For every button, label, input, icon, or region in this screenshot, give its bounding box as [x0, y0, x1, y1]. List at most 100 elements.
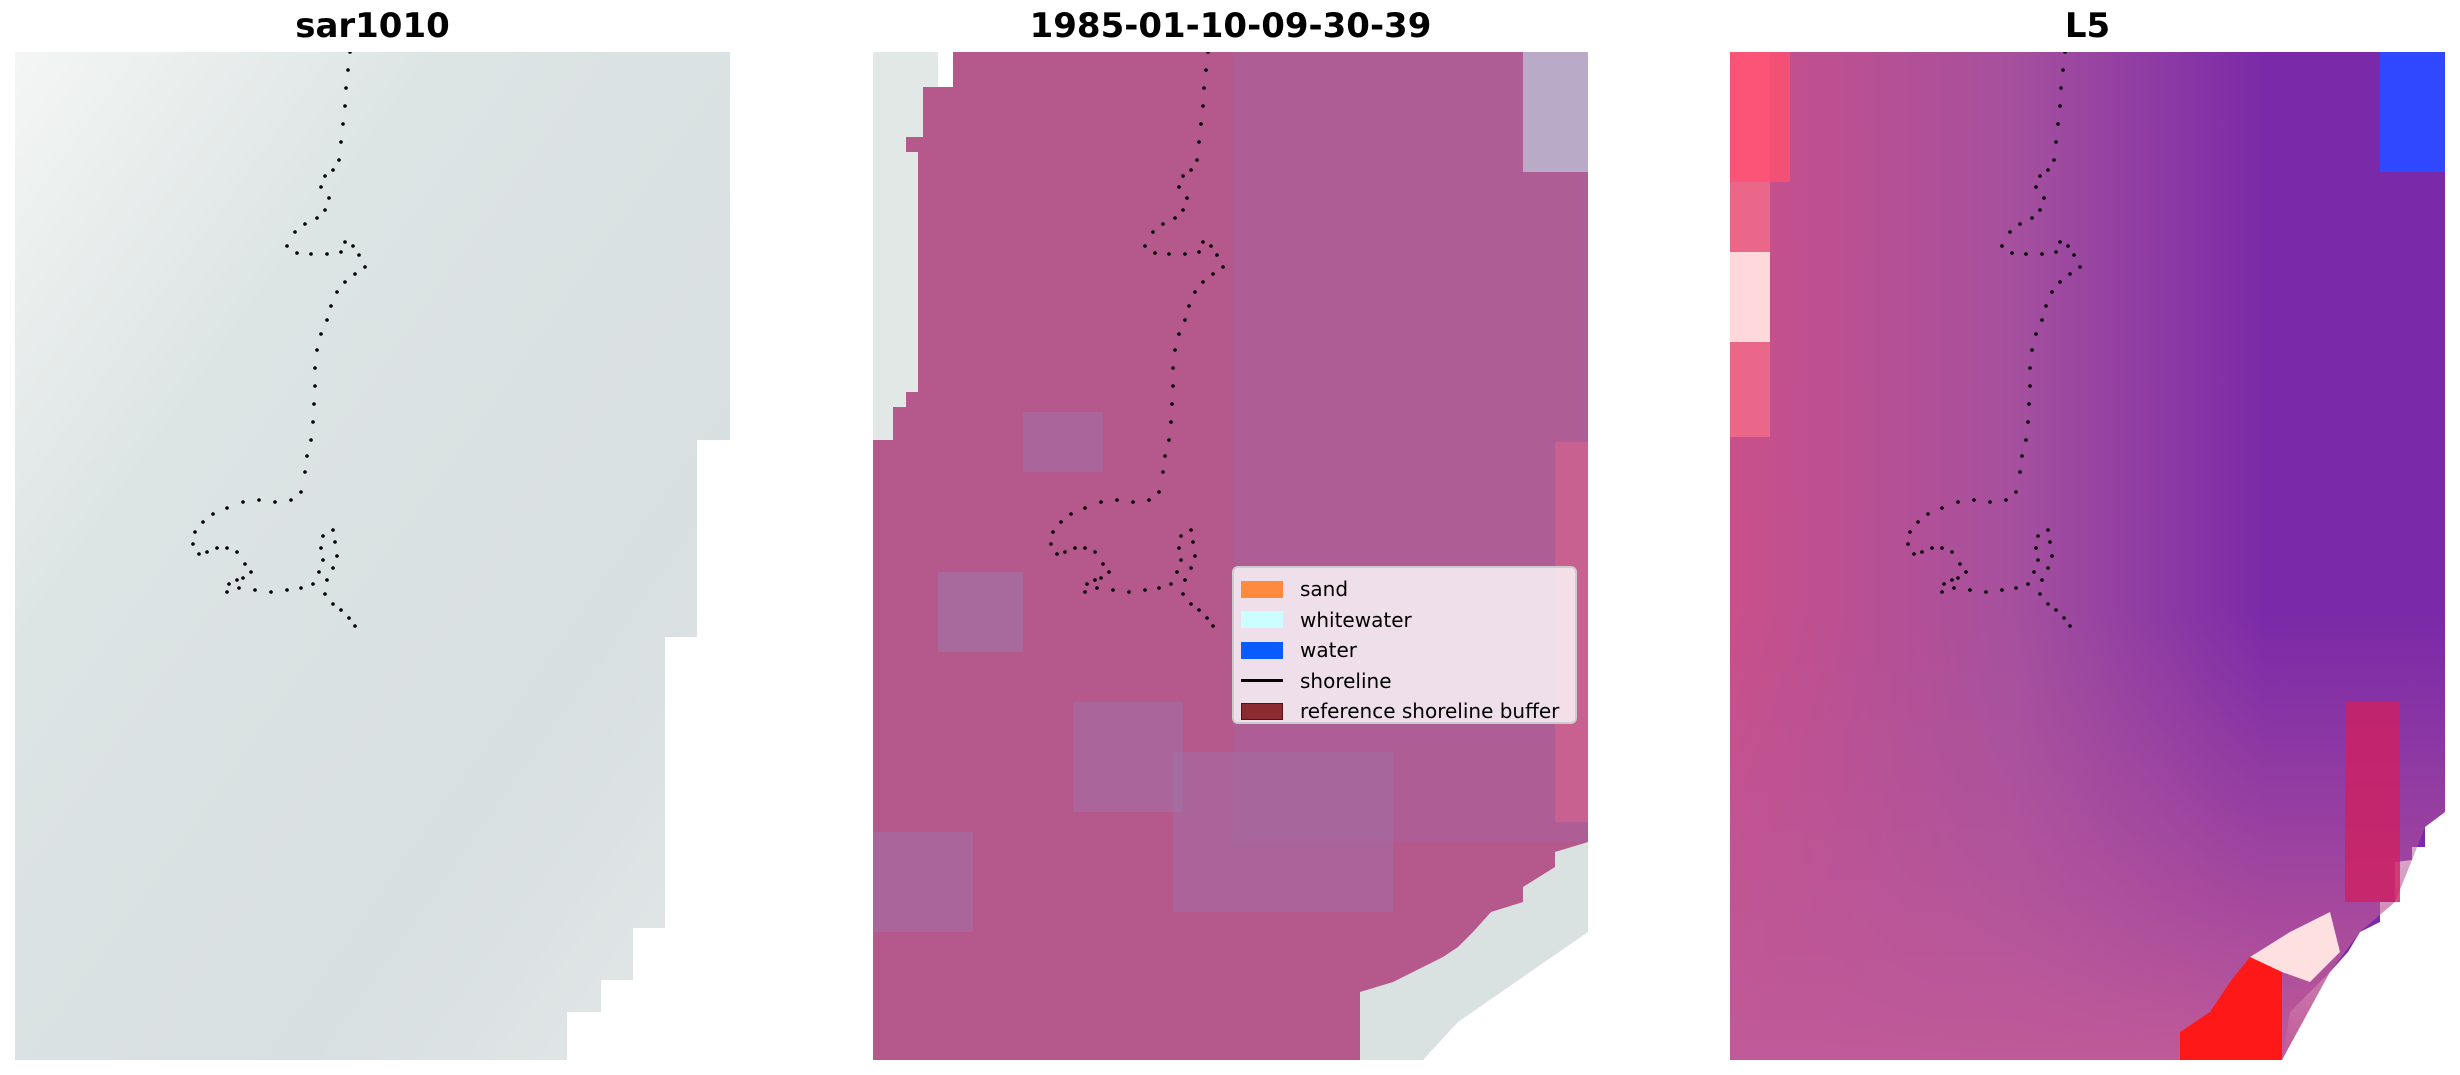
sar-shoreline-dots — [191, 52, 367, 628]
shoreline-dot — [249, 570, 253, 574]
shoreline-dot — [1169, 420, 1173, 424]
legend-item-water: water — [1234, 635, 1575, 666]
shoreline-dot — [1171, 384, 1175, 388]
shoreline-dot — [1163, 454, 1167, 458]
sand-swatch — [1241, 580, 1283, 598]
shoreline-dot — [2046, 528, 2050, 532]
panel-title-date: 1985-01-10-09-30-39 — [1029, 6, 1432, 46]
shoreline-dot — [1170, 402, 1174, 406]
shoreline-dot — [325, 578, 329, 582]
shoreline-dot — [363, 265, 367, 269]
shoreline-dot — [1183, 318, 1187, 322]
legend-label-shoreline: shoreline — [1300, 668, 1392, 693]
shoreline-dot — [299, 586, 303, 590]
shoreline-dot — [2018, 222, 2022, 226]
sar-image-panel — [15, 52, 730, 1060]
shoreline-dot — [2024, 438, 2028, 442]
shoreline-dot — [353, 624, 357, 628]
shoreline-dot — [225, 590, 229, 594]
shoreline-dot — [327, 196, 331, 200]
shoreline-dot — [339, 250, 343, 254]
shoreline-dot — [1906, 542, 1910, 546]
shoreline-dot — [1205, 616, 1209, 620]
shoreline-dot — [1167, 438, 1171, 442]
shoreline-dot — [319, 546, 323, 550]
shoreline-dot — [331, 566, 335, 570]
shoreline-dot — [2000, 244, 2004, 248]
shoreline-dot — [343, 104, 347, 108]
classification-panel — [873, 52, 1588, 1060]
shoreline-dot — [225, 506, 229, 510]
legend-label-water: water — [1300, 638, 1357, 663]
shoreline-dot — [289, 498, 293, 502]
shoreline-dot — [347, 616, 351, 620]
shoreline-dot — [331, 168, 335, 172]
shoreline-dot — [1221, 265, 1225, 269]
shoreline-dot — [1952, 586, 1956, 590]
shoreline-dot — [303, 470, 307, 474]
shoreline-dot — [2046, 566, 2050, 570]
shoreline-dot — [1069, 512, 1073, 516]
shoreline-dot — [2046, 602, 2050, 606]
shoreline-dot — [2061, 68, 2065, 72]
shoreline-dot — [227, 582, 231, 586]
shoreline-dot — [1181, 592, 1185, 596]
shoreline-dot — [1179, 534, 1183, 538]
shoreline-dot — [1183, 252, 1187, 256]
buffer-swatch — [1241, 702, 1283, 720]
shoreline-dot — [1202, 86, 1206, 90]
shoreline-dot — [2036, 558, 2040, 562]
shoreline-dot — [2028, 366, 2032, 370]
shoreline-dot — [2034, 185, 2038, 189]
shoreline-dot — [319, 185, 323, 189]
shoreline-dot — [201, 520, 205, 524]
shoreline-dot — [313, 366, 317, 370]
shoreline-dot — [2040, 252, 2044, 256]
shoreline-dot — [1204, 68, 1208, 72]
shoreline-dot — [2062, 616, 2066, 620]
water-swatch — [1241, 641, 1283, 659]
shoreline-dot — [2014, 586, 2018, 590]
shoreline-dot — [2034, 546, 2038, 550]
shoreline-dot — [1095, 586, 1099, 590]
shoreline-dot — [2032, 570, 2036, 574]
shoreline-dot — [325, 318, 329, 322]
shoreline-dot — [1197, 140, 1201, 144]
l5-pale-spot-left — [1730, 252, 1770, 342]
shoreline-dot — [1940, 546, 1944, 550]
shoreline-dot — [323, 592, 327, 596]
shoreline-dot — [315, 216, 319, 220]
shoreline-dot — [1189, 566, 1193, 570]
shoreline-dot — [2063, 52, 2067, 54]
shoreline-dot — [1183, 578, 1187, 582]
l5-blue-corner-top-right — [2380, 52, 2445, 172]
shoreline-dot — [1083, 590, 1087, 594]
shoreline-dot — [2010, 251, 2014, 255]
whitewater-swatch — [1241, 611, 1283, 629]
shoreline-dot — [1131, 500, 1135, 504]
shoreline-dot — [335, 290, 339, 294]
shoreline-dot — [1161, 222, 1165, 226]
shoreline-dot — [1964, 570, 1968, 574]
legend-label-whitewater: whitewater — [1300, 607, 1412, 632]
shoreline-dot — [1211, 624, 1215, 628]
shoreline-dot — [2028, 384, 2032, 388]
shoreline-dot — [1197, 608, 1201, 612]
shoreline-dot — [273, 500, 277, 504]
shoreline-dot — [2030, 216, 2034, 220]
shoreline-dot — [2054, 608, 2058, 612]
shoreline-dot — [241, 576, 245, 580]
shoreline-dot — [1083, 546, 1087, 550]
shoreline-dot — [309, 438, 313, 442]
shoreline-dot — [2000, 588, 2004, 592]
shoreline-dot — [1111, 588, 1115, 592]
shoreline-dot — [323, 208, 327, 212]
shoreline-dot — [197, 552, 201, 556]
l5-lower-tone — [1730, 612, 2445, 1060]
shoreline-dot — [1177, 546, 1181, 550]
shoreline-dot — [1187, 304, 1191, 308]
shoreline-dot — [2042, 196, 2046, 200]
shoreline-dot — [346, 68, 350, 72]
shoreline-dot — [241, 500, 245, 504]
shoreline-dot — [1181, 174, 1185, 178]
